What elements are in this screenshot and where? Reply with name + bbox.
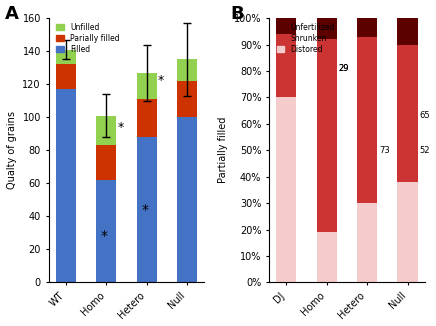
Legend: Unfertilized, Shrunken, Distored: Unfertilized, Shrunken, Distored bbox=[276, 22, 336, 54]
Y-axis label: Qualty of grains: Qualty of grains bbox=[7, 111, 17, 189]
Text: A: A bbox=[5, 5, 19, 23]
Text: 29: 29 bbox=[339, 64, 349, 73]
Text: *: * bbox=[118, 121, 124, 134]
Bar bbox=[317, 18, 337, 39]
Bar bbox=[177, 59, 198, 81]
Bar bbox=[56, 50, 76, 64]
Bar bbox=[136, 73, 157, 99]
Bar bbox=[276, 18, 296, 34]
Bar bbox=[317, 39, 337, 232]
Bar bbox=[56, 89, 76, 283]
Y-axis label: Partially filled: Partially filled bbox=[218, 117, 228, 184]
Text: 65: 65 bbox=[420, 111, 430, 120]
Bar bbox=[357, 203, 377, 283]
Bar bbox=[56, 64, 76, 89]
Text: B: B bbox=[230, 5, 244, 23]
Bar bbox=[398, 18, 418, 45]
Bar bbox=[276, 34, 296, 97]
Bar bbox=[96, 116, 116, 145]
Text: *: * bbox=[158, 74, 164, 87]
Bar bbox=[276, 97, 296, 283]
Bar bbox=[317, 232, 337, 283]
Bar bbox=[357, 18, 377, 37]
Bar bbox=[177, 117, 198, 283]
Text: 29: 29 bbox=[339, 64, 349, 73]
Text: 73: 73 bbox=[379, 146, 390, 155]
Bar bbox=[136, 137, 157, 283]
Bar bbox=[96, 145, 116, 180]
Bar bbox=[398, 45, 418, 182]
Bar bbox=[136, 99, 157, 137]
Text: *: * bbox=[101, 229, 108, 243]
Legend: Unfilled, Parially filled, Filled: Unfilled, Parially filled, Filled bbox=[55, 22, 120, 54]
Bar bbox=[177, 81, 198, 117]
Text: *: * bbox=[141, 203, 148, 217]
Text: 52: 52 bbox=[420, 146, 430, 155]
Bar bbox=[96, 180, 116, 283]
Bar bbox=[398, 182, 418, 283]
Bar bbox=[357, 37, 377, 203]
